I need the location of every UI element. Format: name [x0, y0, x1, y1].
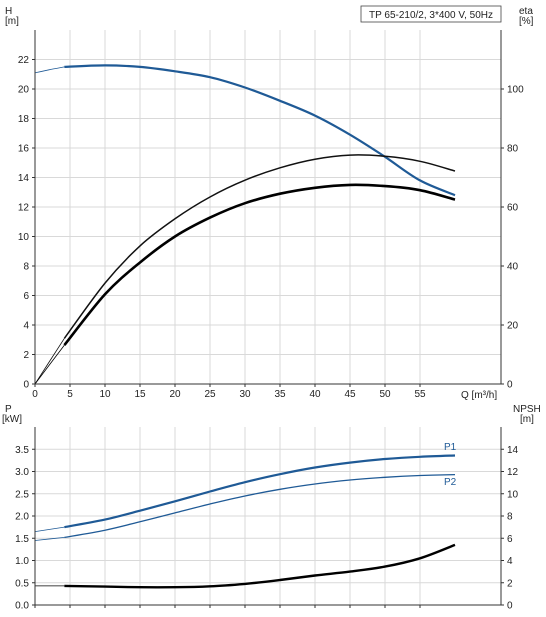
- left-tick-label: 2.5: [15, 489, 29, 500]
- x-tick-label: 45: [344, 389, 356, 400]
- q-axis-label: Q [m³/h]: [461, 390, 497, 401]
- right-tick-label: 20: [507, 321, 519, 332]
- eta-axis-unit: [%]: [519, 16, 534, 27]
- left-tick-label: 18: [18, 114, 30, 125]
- h-axis-label: H: [5, 6, 12, 17]
- right-tick-label: 0: [507, 601, 513, 612]
- series-0-2-line: [63, 183, 456, 346]
- p1-extension-line: [34, 526, 65, 532]
- series-0-0-line: [64, 64, 456, 197]
- left-tick-label: 10: [18, 232, 30, 243]
- right-tick-label: 10: [507, 489, 519, 500]
- left-tick-label: 3.0: [15, 467, 29, 478]
- p2-line: [64, 473, 456, 539]
- right-tick-label: 14: [507, 445, 519, 456]
- left-tick-label: 20: [18, 85, 30, 96]
- left-tick-label: 2.0: [15, 512, 29, 523]
- x-tick-label: 50: [379, 389, 391, 400]
- left-tick-label: 1.5: [15, 534, 29, 545]
- x-tick-label: 15: [134, 389, 146, 400]
- grid-lines: [35, 30, 501, 605]
- x-tick-label: 5: [67, 389, 73, 400]
- data-curves: [34, 64, 456, 589]
- right-tick-label: 6: [507, 534, 513, 545]
- series-0-1-line: [63, 154, 456, 339]
- right-tick-label: 60: [507, 203, 519, 214]
- p2-extension-line: [34, 537, 65, 541]
- right-tick-label: 2: [507, 578, 513, 589]
- p-axis-label: P: [5, 404, 12, 415]
- right-tick-label: 80: [507, 144, 519, 155]
- left-tick-label: 0.5: [15, 578, 29, 589]
- left-tick-label: 12: [18, 203, 30, 214]
- x-tick-label: 25: [204, 389, 216, 400]
- series-0-1-extension-line: [34, 338, 65, 385]
- left-tick-label: 6: [23, 291, 29, 302]
- left-tick-label: 14: [18, 173, 30, 184]
- series-1-2-line: [64, 543, 456, 589]
- right-tick-label: 8: [507, 512, 513, 523]
- left-tick-label: 16: [18, 144, 30, 155]
- left-tick-label: 3.5: [15, 445, 29, 456]
- right-tick-label: 100: [507, 85, 524, 96]
- h-axis-unit: [m]: [5, 16, 19, 27]
- series-0-2-extension-line: [34, 344, 65, 385]
- x-tick-label: 40: [309, 389, 321, 400]
- right-tick-label: 40: [507, 262, 519, 273]
- left-tick-label: 0: [23, 380, 29, 391]
- left-tick-label: 8: [23, 262, 29, 273]
- title-box: [360, 5, 502, 23]
- x-tick-label: 55: [414, 389, 426, 400]
- left-tick-label: 4: [23, 321, 29, 332]
- left-tick-label: 2: [23, 350, 29, 361]
- x-tick-label: 30: [239, 389, 251, 400]
- chart-title: TP 65-210/2, 3*400 V, 50Hz: [369, 10, 493, 21]
- p2-series-label: P2: [444, 477, 457, 488]
- x-tick-label: 35: [274, 389, 286, 400]
- series-0-0-extension-line: [34, 66, 65, 74]
- p1-series-label: P1: [444, 442, 457, 453]
- left-tick-label: 0.0: [15, 601, 29, 612]
- right-tick-label: 0: [507, 380, 513, 391]
- npsh-axis-label: NPSH: [513, 404, 541, 415]
- npsh-axis-unit: [m]: [520, 414, 534, 425]
- left-tick-label: 22: [18, 55, 30, 66]
- left-tick-label: 1.0: [15, 556, 29, 567]
- axes: 0 5 10 15 20 25 30 35 40 45 50 55024681012141618202…: [15, 30, 524, 612]
- p1-line: [64, 454, 456, 529]
- x-tick-label: 20: [169, 389, 181, 400]
- p-axis-unit: [kW]: [2, 414, 22, 425]
- right-tick-label: 4: [507, 556, 513, 567]
- x-tick-label: 0: [32, 389, 38, 400]
- x-tick-label: 10: [99, 389, 111, 400]
- right-tick-label: 12: [507, 467, 519, 478]
- eta-axis-label: eta: [519, 6, 533, 17]
